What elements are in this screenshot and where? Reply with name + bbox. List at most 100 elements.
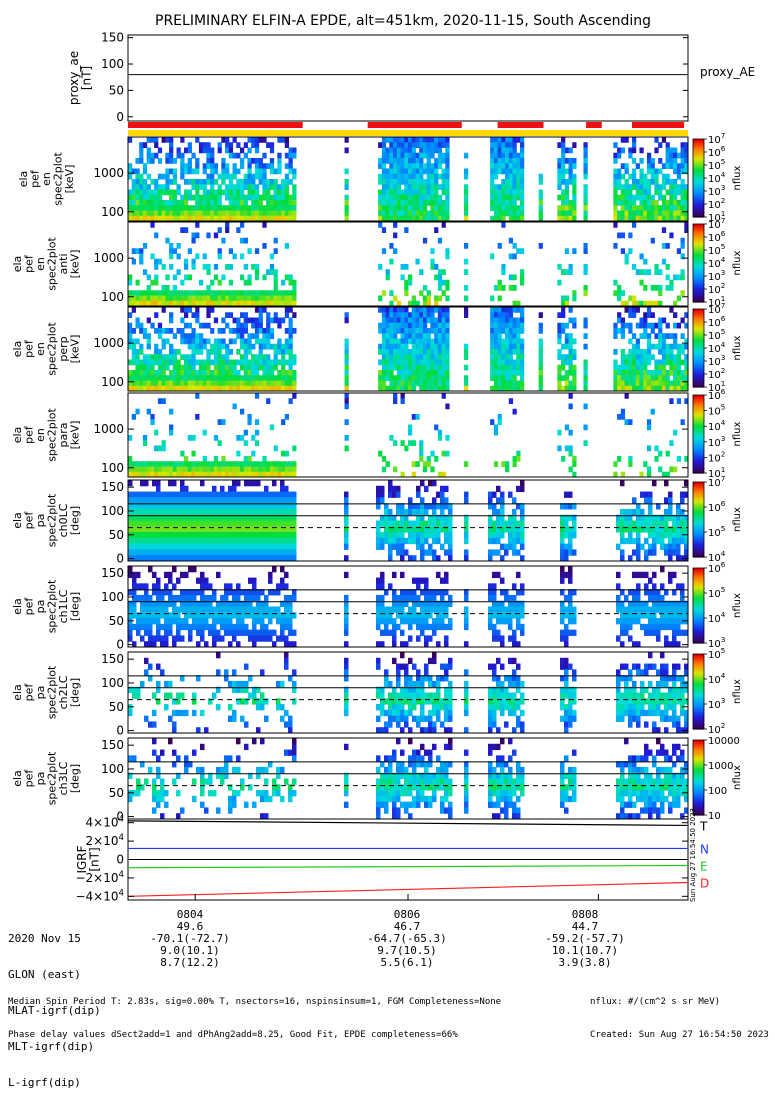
pitch-cell [160,607,165,613]
pitch-cell [260,607,265,613]
energy-cell [195,370,199,376]
energy-cell [520,211,524,217]
energy-cell [277,205,281,211]
pitch-cell [512,497,517,503]
energy-cell [434,275,438,281]
energy-cell [445,280,449,286]
energy-cell [259,205,263,211]
pitch-cell [440,521,445,527]
energy-cell [143,375,147,381]
energy-cell [147,339,151,345]
energy-cell [557,264,561,270]
energy-cell [389,179,393,185]
energy-cell [206,323,210,329]
energy-cell [423,148,427,154]
energy-cell [621,174,625,180]
energy-cell [501,195,505,201]
energy-cell [244,184,248,190]
energy-cell [135,200,139,206]
energy-cell [255,290,259,296]
pitch-cell [252,532,257,538]
energy-cell [434,333,438,339]
energy-cell [382,375,386,381]
pitch-cell [384,509,389,515]
pitch-cell [236,607,241,613]
energy-cell [494,430,498,436]
energy-cell [397,142,401,148]
energy-cell [233,137,237,143]
energy-cell [188,333,192,339]
pitch-cell [184,492,189,498]
energy-cell [501,148,505,154]
energy-cell [225,264,229,270]
energy-cell [681,195,685,201]
energy-tick-label: 1000 [93,422,124,436]
energy-cell [625,200,629,206]
energy-cell [386,195,390,201]
energy-cell [150,153,154,159]
pitch-cell [140,583,145,589]
energy-cell [277,211,281,217]
energy-cell [464,461,468,467]
energy-cell [434,318,438,324]
energy-cell [270,184,274,190]
pitch-tick-label: 50 [109,528,124,542]
pitch-cell [132,595,137,601]
energy-cell [445,344,449,350]
energy-cell [169,318,173,324]
pitch-cell [156,509,161,515]
pitch-cell [396,509,401,515]
pitch-cell [212,635,217,641]
pitch-cell [376,538,381,544]
energy-cell [128,190,132,196]
pitch-cell [272,521,277,527]
energy-cell [430,344,434,350]
energy-cell [128,456,132,462]
pitch-cell [164,492,169,498]
energy-cell [386,184,390,190]
energy-cell [427,290,431,296]
energy-cell [430,328,434,334]
energy-cell [557,169,561,175]
energy-cell [442,344,446,350]
energy-cell [662,360,666,366]
energy-cell [262,328,266,334]
energy-cell [225,290,229,296]
energy-cell [445,370,449,376]
energy-cell [494,174,498,180]
energy-cell [494,370,498,376]
energy-cell [404,174,408,180]
energy-cell [505,333,509,339]
science-zone-red-bar [128,122,303,128]
pitch-cell [164,532,169,538]
energy-cell [423,354,427,360]
energy-cell [345,393,349,399]
energy-cell [442,333,446,339]
energy-cell [498,344,502,350]
energy-cell [539,381,543,387]
pitch-cell [264,595,269,601]
energy-cell [442,269,446,275]
energy-cell [397,195,401,201]
energy-cell [539,179,543,185]
pitch-cell [232,492,237,498]
energy-cell [240,195,244,201]
energy-cell [244,370,248,376]
energy-cell [292,312,296,318]
energy-cell [498,296,502,302]
pitch-cell [240,630,245,636]
energy-cell [647,381,651,387]
energy-cell [177,328,181,334]
pitch-cell [560,549,565,555]
energy-cell [509,318,513,324]
energy-cell [191,339,195,345]
pitch-cell [388,549,393,555]
energy-cell [393,205,397,211]
energy-cell [513,275,517,281]
energy-1-ylabel-line: [keV] [69,250,82,279]
energy-cell [292,280,296,286]
energy-cell [438,360,442,366]
energy-cell [423,467,427,473]
energy-cell [386,349,390,355]
proxy-ae-tick-label: 150 [101,31,124,45]
